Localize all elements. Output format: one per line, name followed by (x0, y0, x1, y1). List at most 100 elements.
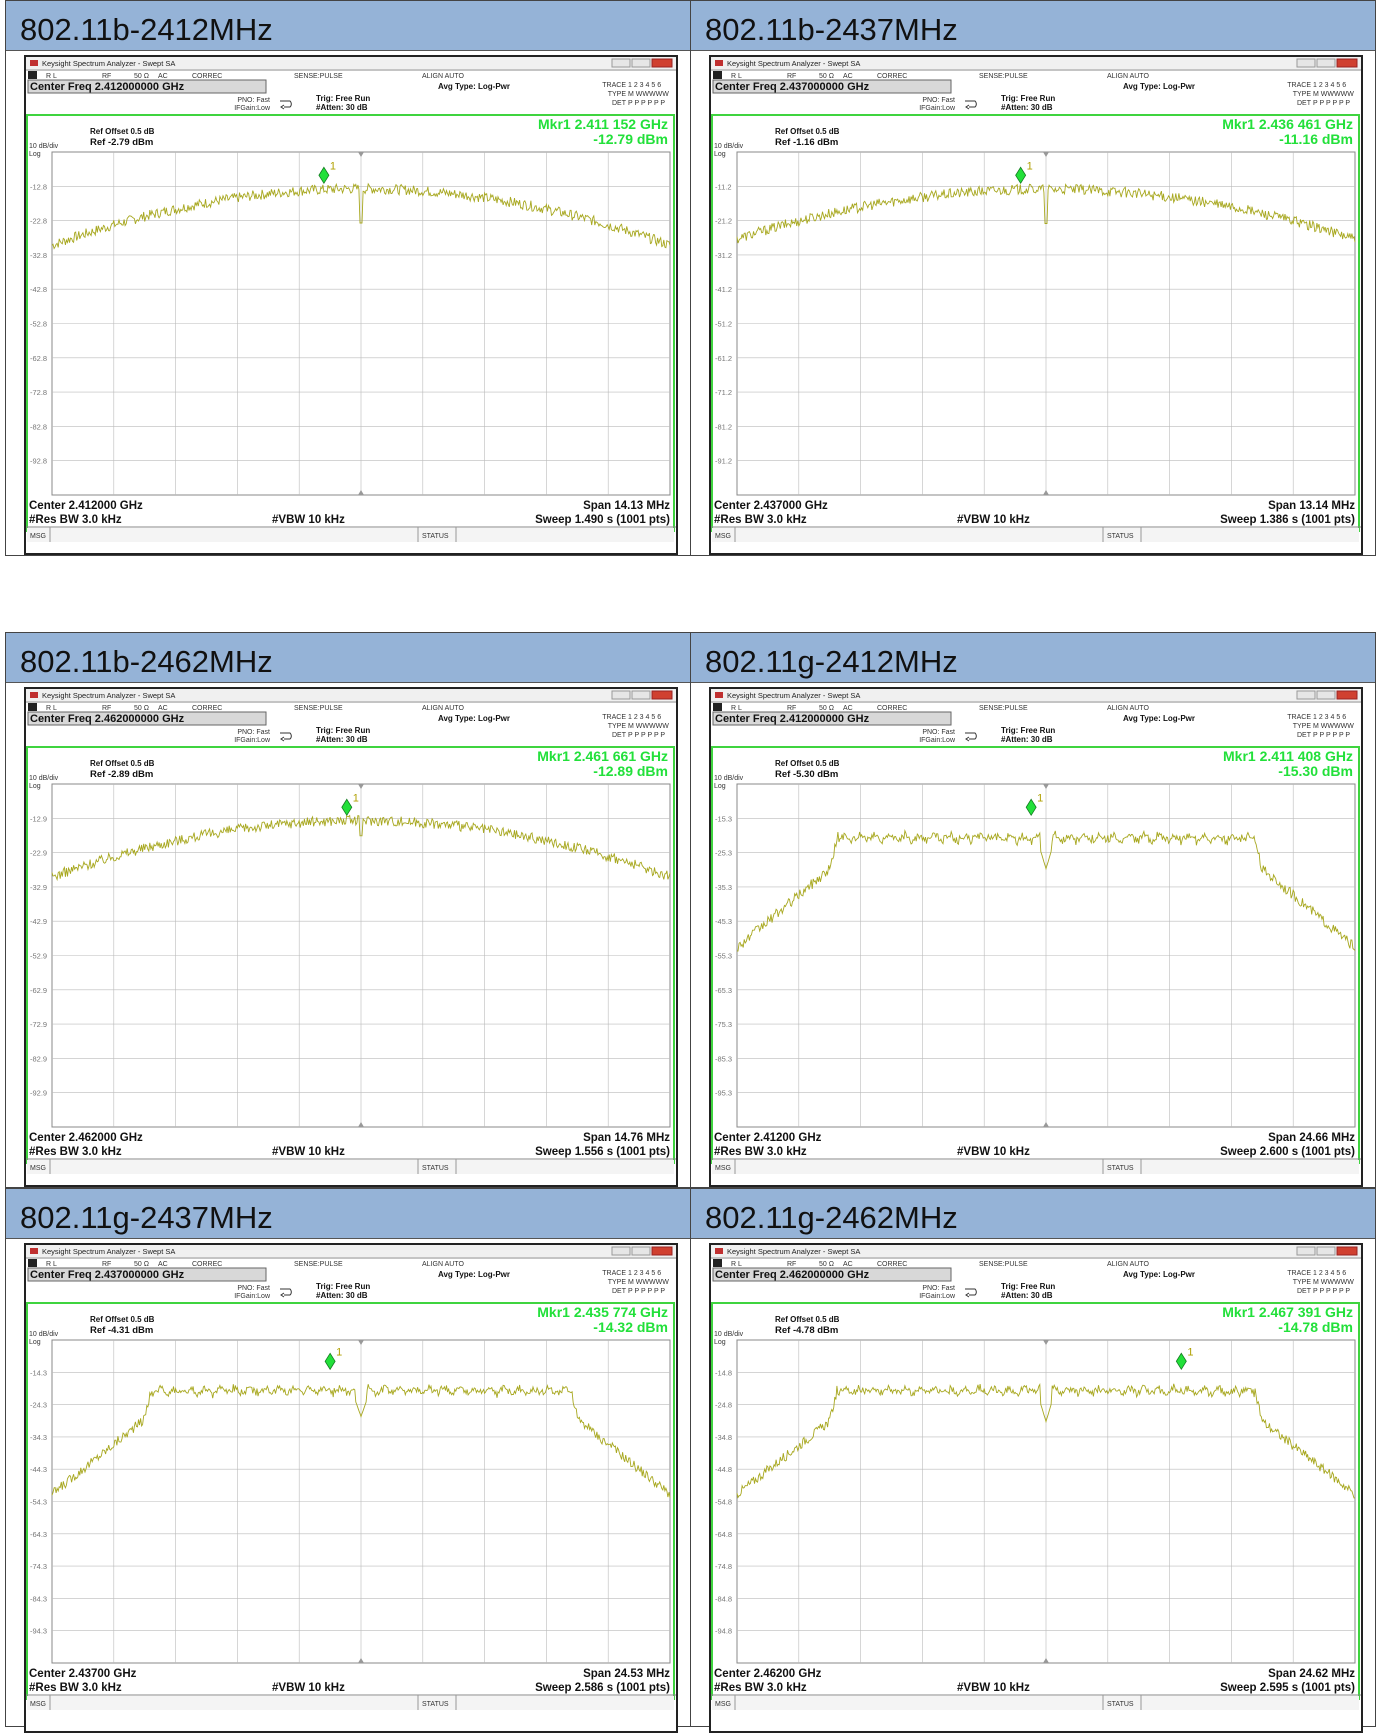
ifgain-label: IFGain:Low (234, 1293, 271, 1300)
minimize-button[interactable] (611, 1246, 631, 1256)
det-values: P P P P P P (1313, 100, 1350, 107)
close-button[interactable] (1336, 1246, 1358, 1256)
y-tick-label: -44.8 (715, 1465, 732, 1474)
y-tick-label: -94.8 (715, 1627, 732, 1636)
maximize-button[interactable] (1316, 690, 1336, 700)
atten-label: #Atten: 30 dB (316, 735, 368, 744)
maximize-button[interactable] (631, 1246, 651, 1256)
msg-label: MSG (30, 533, 46, 540)
sweep-label: Sweep 2.586 s (1001 pts) (535, 1682, 670, 1694)
coupling-label: AC (843, 1261, 853, 1268)
panel-header: 802.11g-2462MHz (691, 1189, 1375, 1239)
sweep-label: Sweep 1.556 s (1001 pts) (535, 1146, 670, 1158)
app-icon (30, 692, 38, 698)
ref-level: Ref -5.30 dBm (775, 769, 838, 780)
correc-label: CORREC (877, 73, 907, 80)
rl-label: R L (731, 1261, 742, 1268)
minimize-button[interactable] (1296, 690, 1316, 700)
y-tick-label: -34.8 (715, 1433, 732, 1442)
minimize-button[interactable] (611, 58, 631, 68)
center-label: Center 2.412000 GHz (29, 500, 143, 512)
center-freq-box[interactable] (712, 711, 952, 726)
marker-diamond[interactable] (1025, 798, 1037, 817)
y-tick-label: -22.9 (30, 849, 47, 858)
type-label: TYPE (1293, 91, 1312, 98)
center-freq-box[interactable] (27, 711, 267, 726)
rbw-label: #Res BW 3.0 kHz (714, 1682, 807, 1694)
spectrum-trace (51, 1383, 671, 1498)
close-button[interactable] (651, 690, 673, 700)
avg-type-label: Avg Type: Log-Pwr (1123, 82, 1195, 91)
marker-diamond[interactable] (1175, 1352, 1187, 1371)
maximize-button[interactable] (1316, 58, 1336, 68)
spectrum-chart: Keysight Spectrum Analyzer - Swept SA R L… (26, 689, 676, 1174)
y-tick-label: -85.3 (715, 1054, 732, 1063)
trace-numbers: 1 2 3 4 5 6 (1313, 1270, 1346, 1277)
rf-label: RF (787, 73, 796, 80)
sense-label: SENSE:PULSE (294, 1261, 343, 1268)
close-button[interactable] (651, 1246, 673, 1256)
y-tick-label: -14.8 (715, 1368, 732, 1377)
close-button[interactable] (651, 58, 673, 68)
panel-header: 802.11g-2437MHz (6, 1189, 690, 1239)
lxi-icon (713, 71, 722, 79)
y-tick-label: -74.8 (715, 1562, 732, 1571)
title-bar (26, 1245, 676, 1257)
minimize-button[interactable] (1296, 1246, 1316, 1256)
rf-label: RF (787, 705, 796, 712)
trace-label: TRACE (602, 1270, 626, 1277)
close-button[interactable] (1336, 58, 1358, 68)
log-label: Log (29, 783, 41, 790)
pno-label: PNO: Fast (237, 1285, 270, 1292)
center-freq-box[interactable] (712, 79, 952, 94)
trigger-icon (280, 1288, 292, 1298)
status-label: STATUS (1107, 1701, 1134, 1708)
rbw-label: #Res BW 3.0 kHz (29, 1682, 122, 1694)
coupling-label: AC (843, 73, 853, 80)
correc-label: CORREC (192, 705, 222, 712)
type-values: M WWWWW (1313, 1279, 1354, 1286)
det-label: DET (1297, 732, 1312, 739)
vbw-label: #VBW 10 kHz (957, 1682, 1030, 1694)
marker-frequency: Mkr1 2.467 391 GHz (1222, 1304, 1353, 1320)
y-tick-label: -14.3 (30, 1368, 47, 1377)
marker-level: -12.89 dBm (593, 763, 668, 779)
center-freq-box[interactable] (27, 1267, 267, 1282)
trace-label: TRACE (1287, 1270, 1311, 1277)
panel-2: 802.11b-2462MHz Keysight Spectrum Analyz… (5, 632, 691, 1188)
ifgain-label: IFGain:Low (919, 1293, 956, 1300)
marker-diamond[interactable] (1015, 166, 1027, 185)
marker-diamond[interactable] (341, 798, 353, 817)
type-label: TYPE (1293, 723, 1312, 730)
close-button[interactable] (1336, 690, 1358, 700)
spectrum-analyzer-window: Keysight Spectrum Analyzer - Swept SA R L… (24, 55, 678, 555)
trace-numbers: 1 2 3 4 5 6 (628, 1270, 661, 1277)
type-values: M WWWWW (1313, 91, 1354, 98)
message-bar (27, 1160, 674, 1174)
trig-label: Trig: Free Run (1001, 94, 1055, 103)
marker-diamond[interactable] (318, 166, 330, 185)
maximize-button[interactable] (631, 58, 651, 68)
minimize-button[interactable] (1296, 58, 1316, 68)
marker-level: -11.16 dBm (1279, 131, 1353, 147)
det-label: DET (1297, 1288, 1312, 1295)
y-tick-label: -41.2 (715, 285, 732, 294)
maximize-button[interactable] (631, 690, 651, 700)
sense-label: SENSE:PULSE (294, 705, 343, 712)
scale-label: 10 dB/div (29, 775, 59, 782)
center-freq-box[interactable] (27, 79, 267, 94)
marker-diamond[interactable] (324, 1352, 336, 1371)
y-tick-label: -25.3 (715, 849, 732, 858)
trace-label: TRACE (1287, 714, 1311, 721)
center-freq-box[interactable] (712, 1267, 952, 1282)
align-label: ALIGN AUTO (1107, 705, 1149, 712)
log-label: Log (29, 151, 41, 158)
type-values: M WWWWW (628, 723, 669, 730)
marker-frequency: Mkr1 2.436 461 GHz (1222, 116, 1353, 132)
minimize-button[interactable] (611, 690, 631, 700)
y-tick-label: -64.3 (30, 1530, 47, 1539)
marker-frequency: Mkr1 2.411 408 GHz (1223, 748, 1353, 764)
lxi-icon (713, 703, 722, 711)
maximize-button[interactable] (1316, 1246, 1336, 1256)
